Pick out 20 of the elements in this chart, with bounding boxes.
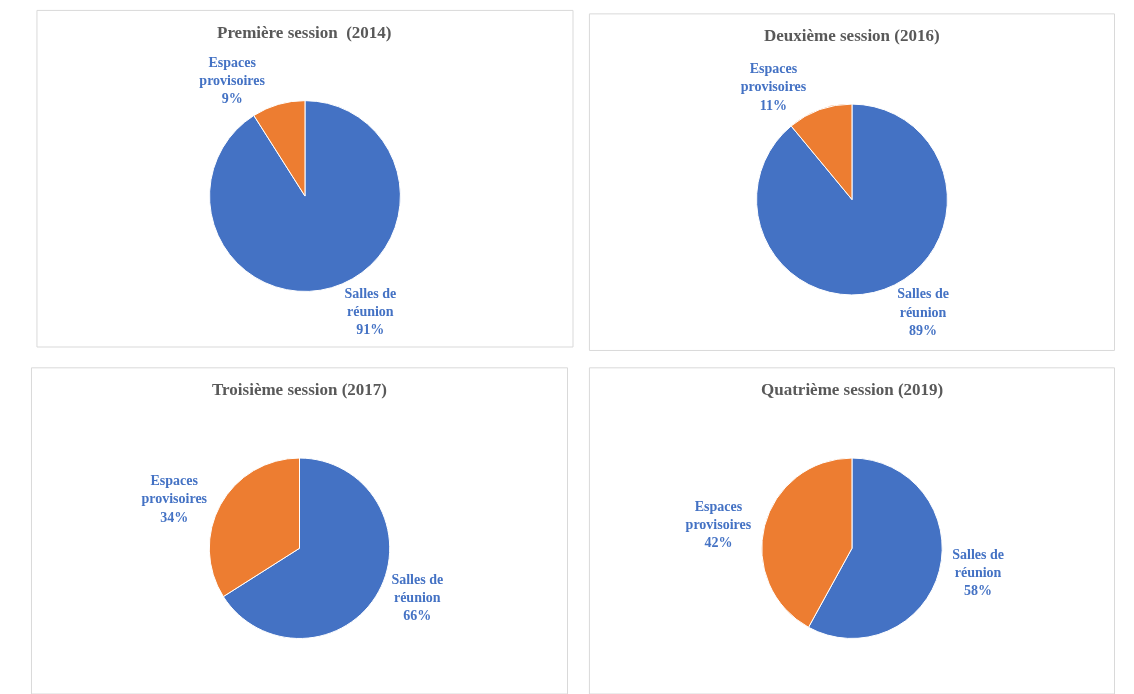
slice-label: Salles de réunion [344,285,397,319]
slice-label: Salles de réunion [897,286,949,320]
slice-label: Salles de réunion [391,571,444,606]
slice-label: Espaces provisoires [740,61,807,95]
data-label: 58% [964,582,993,598]
data-label: 34% [160,509,189,525]
chart-title: Première session (2014) [217,23,392,42]
slice-label: Espaces provisoires [199,55,266,89]
data-label: 42% [704,534,733,550]
data-label: 9% [221,91,243,107]
slice-label: Salles de réunion [952,546,1004,580]
data-label: 89% [909,322,938,338]
chart-title: Troisième session (2017) [212,380,388,399]
chart-title: Quatrième session (2019) [761,380,944,399]
data-label: 11% [759,97,788,113]
data-label: 91% [356,322,385,338]
slice-label: Espaces provisoires [685,498,752,532]
chart-title: Deuxième session (2016) [764,26,940,45]
slice-label: Espaces provisoires [141,473,208,507]
data-label: 66% [403,608,432,624]
